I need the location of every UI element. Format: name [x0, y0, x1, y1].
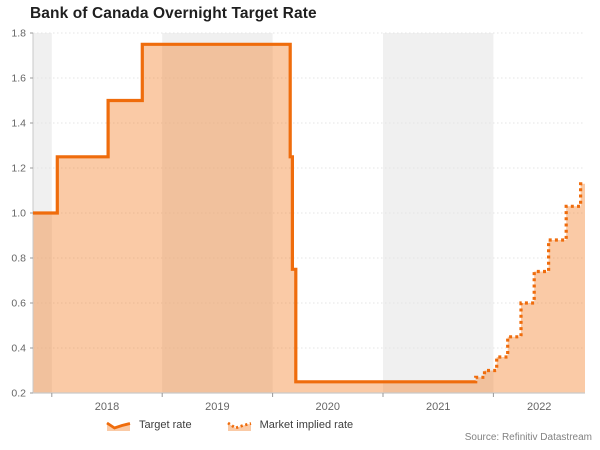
- y-axis-tick-label: 1.4: [11, 118, 26, 130]
- y-axis-tick-label: 0.2: [11, 388, 26, 400]
- legend-label-market-implied-rate: Market implied rate: [259, 419, 354, 431]
- y-axis-tick-label: 0.8: [11, 253, 26, 265]
- legend-item-market-implied-rate: Market implied rate: [226, 419, 354, 432]
- y-axis-tick-label: 1.2: [11, 163, 26, 175]
- y-axis-tick-label: 1.6: [11, 73, 26, 85]
- legend-label-target-rate: Target rate: [139, 419, 192, 431]
- y-axis-tick-label: 0.6: [11, 298, 26, 310]
- y-axis-tick-label: 1.0: [11, 208, 26, 220]
- solid-wave-line-icon: [106, 421, 131, 431]
- area-fill-solid: [33, 44, 474, 394]
- series-target-rate-line: [33, 42, 474, 384]
- y-axis-tick-label: 1.8: [11, 28, 26, 40]
- x-axis-tick-label: 2020: [316, 401, 340, 413]
- legend-item-target-rate: Target rate: [105, 419, 192, 432]
- series-market-implied-rate-line: [473, 182, 585, 384]
- y-axis-tick-label: 0.4: [11, 343, 26, 355]
- chart-title: Bank of Canada Overnight Target Rate: [30, 5, 317, 22]
- source-credit: Source: Refinitiv Datastream: [464, 432, 592, 443]
- x-axis-tick-label: 2019: [205, 401, 229, 413]
- x-axis-tick-label: 2021: [426, 401, 450, 413]
- x-axis-tick-label: 2022: [527, 401, 551, 413]
- dotted-wave-line-icon: [226, 421, 251, 431]
- area-fill-dotted: [473, 183, 585, 393]
- plot-area: 0.2 0.4 0.6 0.8 1.0 1.2 1.4 1.6 1.8 2018 2019 2020 2…: [11, 28, 585, 413]
- legend: Target rate Market implied rate: [105, 417, 353, 433]
- x-axis-tick-label: 2018: [95, 401, 119, 413]
